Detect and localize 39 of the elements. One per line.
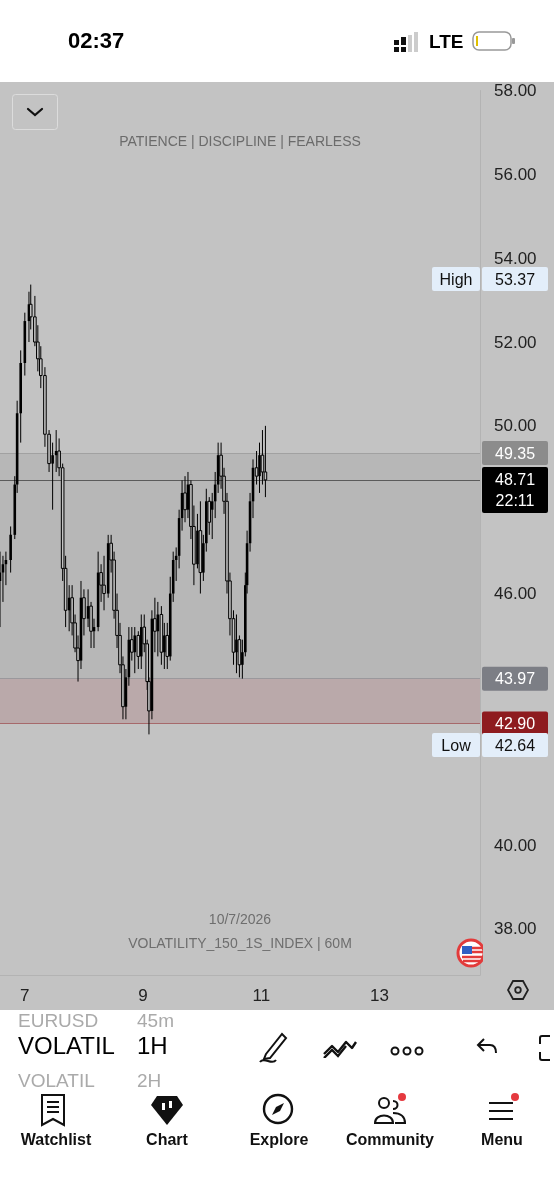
y-tick-label: 38.00 — [494, 919, 537, 939]
x-tick-label: 13 — [370, 986, 389, 1005]
candlestick — [133, 626, 137, 674]
y-tick-label: 46.00 — [494, 584, 537, 604]
text: 02:37 — [68, 28, 125, 54]
y-tick-label: 56.00 — [494, 164, 537, 184]
x-tick-label: 9 — [138, 986, 148, 1005]
text: Menu — [480, 1131, 524, 1149]
ref-line-label: 43.97 — [494, 670, 536, 688]
annotation: 10/7/2026 — [208, 911, 272, 927]
text: PATIENCE | DISCIPLINE | FEARLESS — [119, 133, 361, 149]
text: Watchlist — [19, 1131, 93, 1149]
annotation: Low — [441, 736, 472, 754]
x-tick-label: 7 — [20, 986, 30, 1005]
text: VOLATIL — [18, 1070, 95, 1092]
text: Explore — [248, 1131, 310, 1149]
text: 45m — [137, 1010, 174, 1032]
x-tick-label: 11 — [252, 986, 271, 1005]
text: 42.64 — [494, 736, 536, 754]
annotation: VOLATILITY_150_1S_INDEX | 60M — [128, 935, 352, 951]
text: EURUSD — [18, 1010, 99, 1032]
y-tick-label: 40.00 — [494, 835, 537, 855]
y-tick-label: 50.00 — [494, 416, 537, 436]
text: VOLATIL — [18, 1032, 115, 1060]
text: 22:11 — [495, 492, 535, 510]
ref-line-label: 48.71 — [494, 471, 536, 489]
text: 1H — [137, 1032, 168, 1060]
ref-line-label: 49.35 — [494, 444, 536, 462]
text: 53.37 — [494, 270, 536, 288]
annotation: High — [439, 270, 473, 288]
y-tick-label: 58.00 — [494, 81, 537, 100]
text: LTE — [429, 31, 464, 53]
text: Chart — [145, 1131, 189, 1149]
y-tick-label: 54.00 — [494, 248, 537, 268]
text: 2H — [137, 1070, 162, 1092]
candlestick — [263, 425, 268, 498]
text: Community — [345, 1131, 435, 1149]
y-tick-label: 52.00 — [494, 332, 537, 352]
ref-line-label: 42.90 — [494, 714, 536, 732]
